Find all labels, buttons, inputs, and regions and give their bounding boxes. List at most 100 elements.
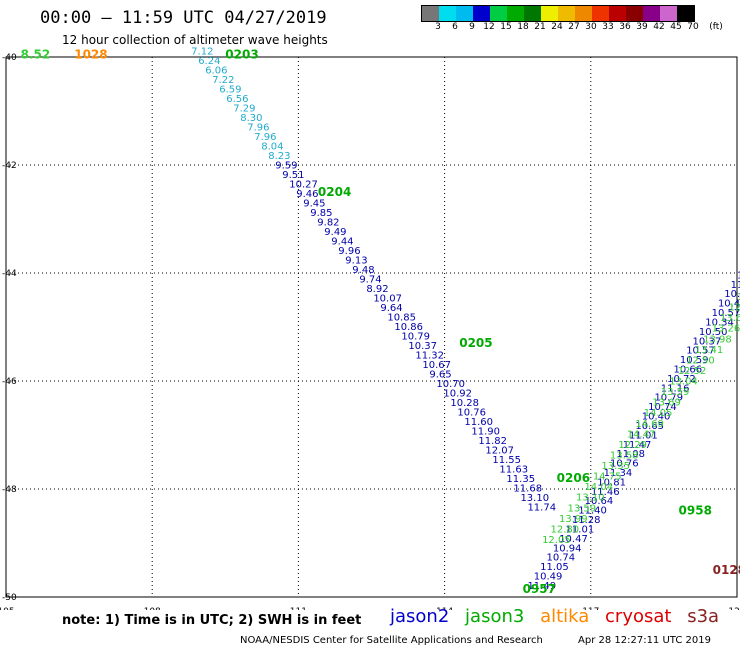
wave-height-value: 11.40 <box>578 506 607 517</box>
wave-height-value: 10.34 <box>705 317 734 328</box>
color-scale-tick: 45 <box>670 22 682 32</box>
color-swatch <box>626 6 643 21</box>
wave-height-value: 9.85 <box>310 208 332 219</box>
color-swatch <box>422 6 439 21</box>
wave-height-value: 12.80 <box>551 524 580 535</box>
wave-height-value: 11.01 <box>629 430 658 441</box>
wave-height-value: 8.92 <box>366 284 388 295</box>
wave-height-value: 13.10 <box>520 493 549 504</box>
wave-height-value: 10.72 <box>667 374 696 385</box>
wave-height-value: 9.13 <box>345 255 367 266</box>
color-scale-labels: 3 6 9 12 15 18 21 24 27 30 33 36 39 42 45 70 (ft) <box>421 22 740 34</box>
wave-height-value: 11.74 <box>527 503 556 514</box>
pass-time-label: 1028 <box>74 47 107 61</box>
legend-s3a: s3a <box>687 606 720 627</box>
wave-height-value: 11.60 <box>464 417 493 428</box>
wave-height-value: 9.51 <box>282 170 304 181</box>
pass-time-label: 0203 <box>225 47 258 61</box>
lon-tick-label: 108 <box>144 607 161 610</box>
satellite-legend: jason2 jason3 altika cryosat s3a <box>390 606 729 627</box>
legend-jason2: jason2 <box>390 606 450 627</box>
wave-height-value: 9.65 <box>429 370 451 381</box>
map-grid <box>5 56 738 598</box>
wave-height-value: 14.47 <box>627 429 656 440</box>
color-swatch <box>575 6 592 21</box>
wave-height-value: 10.79 <box>654 393 683 404</box>
color-swatch <box>541 6 558 21</box>
color-swatch <box>524 6 541 21</box>
wave-height-value: 13.69 <box>652 398 681 409</box>
wave-height-value: 9.45 <box>303 198 325 209</box>
wave-height-value: 10.37 <box>693 336 722 347</box>
map-frame <box>5 56 738 598</box>
wave-height-value: 11.49 <box>527 581 556 592</box>
pass-time-label: 0128 <box>713 563 740 577</box>
wave-height-value: 10.92 <box>443 389 472 400</box>
lat-tick-label: -50 <box>2 593 17 603</box>
wave-height-value: 10.74 <box>546 553 575 564</box>
wave-height-value: 11.90 <box>471 427 500 438</box>
wave-height-value: 14.04 <box>584 482 613 493</box>
wave-height-value: 9.48 <box>352 265 374 276</box>
wave-height-value: 11.46 <box>591 487 620 498</box>
color-scale-tick: 24 <box>551 22 563 32</box>
wave-height-value: 13.58 <box>610 450 639 461</box>
wave-height-value: 10.49 <box>534 571 563 582</box>
wave-height-value: 11.05 <box>540 562 569 573</box>
wave-height-value: 8.04 <box>261 141 283 152</box>
wave-height-value: 10.37 <box>408 341 437 352</box>
wave-height-value: 10.64 <box>585 496 614 507</box>
pass-time-label: 0957 <box>523 582 556 596</box>
wave-height-value: 14.69 <box>635 419 664 430</box>
altimeter-tracks: 7.126.246.067.226.596.567.298.307.967.96… <box>191 46 740 592</box>
map-axis-ticks: 105 108 111 114 117 120 -40 -42 -44 -46 -48 -50 <box>0 53 740 610</box>
lat-tick-label: -40 <box>2 53 17 63</box>
color-scale-tick: 9 <box>469 22 475 32</box>
wave-height-value: 13.10 <box>576 493 605 504</box>
color-scale-tick: 36 <box>619 22 631 32</box>
wave-height-value: 9.96 <box>338 246 360 257</box>
wave-height-value: 7.22 <box>212 75 234 86</box>
color-swatch <box>660 6 677 21</box>
lon-tick-label: 120 <box>728 607 740 610</box>
wave-height-value: 12.52 <box>678 366 707 377</box>
wave-height-value: 10.76 <box>610 459 639 470</box>
wave-height-value: 10.70 <box>436 379 465 390</box>
wave-height-value: 10.76 <box>457 408 486 419</box>
color-scale-tick: 70 <box>687 22 699 32</box>
wave-height-value: 9.82 <box>317 217 339 228</box>
wave-height-value: 13.35 <box>601 461 630 472</box>
wave-height-value: 10.07 <box>737 270 740 281</box>
color-swatch <box>558 6 575 21</box>
wave-height-value: 10.79 <box>401 331 430 342</box>
color-swatch <box>677 6 694 21</box>
wave-height-value: 10.74 <box>648 402 677 413</box>
wave-height-value: 10.27 <box>289 179 318 190</box>
wave-height-value: 10.49 <box>718 299 740 310</box>
wave-height-value: 9.64 <box>380 303 402 314</box>
pass-time-label: 8.52 <box>21 47 51 61</box>
wave-height-value: 11.08 <box>616 449 645 460</box>
color-scale-tick: 42 <box>653 22 665 32</box>
color-scale-tick: 21 <box>534 22 546 32</box>
wave-height-value: 11.16 <box>661 383 690 394</box>
color-swatch <box>592 6 609 21</box>
lon-tick-label: 111 <box>290 607 307 610</box>
color-scale-tick: 27 <box>568 22 580 32</box>
wave-height-value: 13.59 <box>567 503 596 514</box>
wave-height-value: 10.57 <box>712 308 740 319</box>
color-scale-bar <box>421 5 695 22</box>
lon-tick-label: 117 <box>582 607 599 610</box>
wave-height-value: 14.05 <box>644 408 673 419</box>
wave-height-value: 11.68 <box>513 484 542 495</box>
wave-height-value: 13.41 <box>695 345 724 356</box>
color-scale-tick: 30 <box>585 22 597 32</box>
wave-height-value: 12.05 <box>542 535 571 546</box>
color-swatch <box>439 6 456 21</box>
color-swatch <box>643 6 660 21</box>
wave-height-value: 10.94 <box>553 543 582 554</box>
wave-height-value: 6.24 <box>198 56 220 67</box>
wave-height-value: 10.85 <box>387 312 416 323</box>
lat-tick-label: -48 <box>2 485 17 495</box>
pass-time-labels: 1028 8.52 0203 0204 0205 0206 0957 0958 0128 <box>21 47 740 596</box>
